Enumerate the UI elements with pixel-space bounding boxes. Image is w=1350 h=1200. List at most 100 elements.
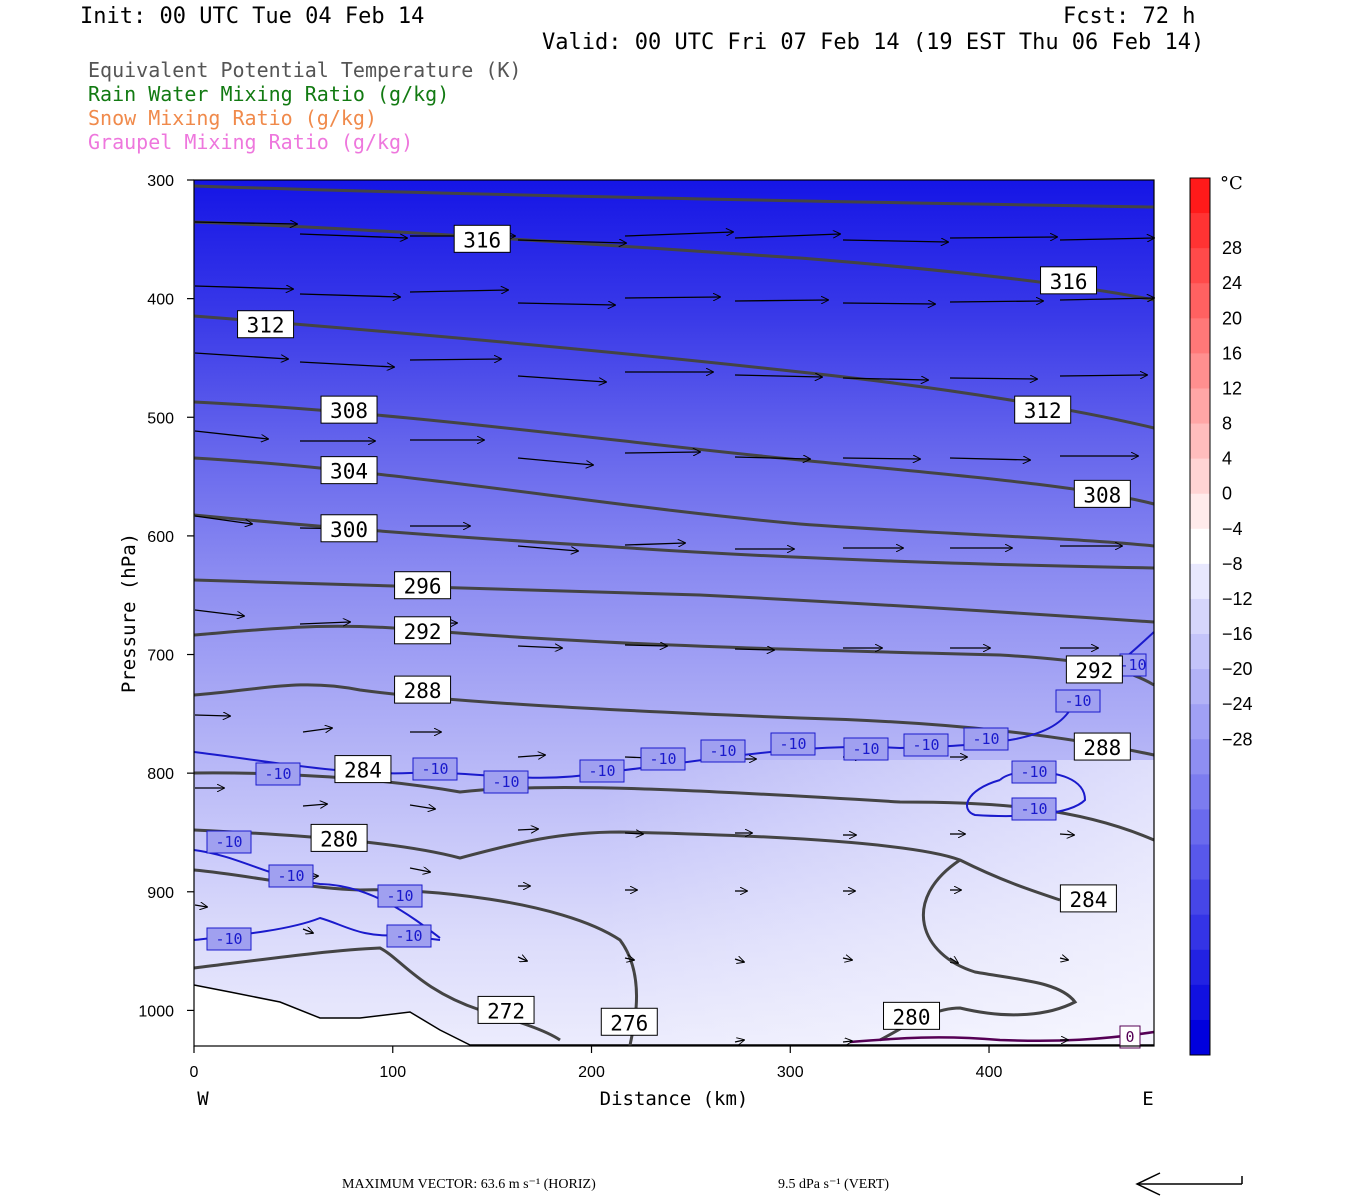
- isotherm-label: -10: [1011, 797, 1057, 821]
- colorbar: 28 24 20 16 12 8 4 0 −4 −8 −12 −16 −20 −24 −28: [1189, 177, 1253, 1056]
- colorbar-swatch: [1190, 248, 1210, 284]
- colorbar-label: −8: [1222, 554, 1243, 574]
- isotherm-label: -10: [412, 757, 458, 781]
- valid-time: Valid: 00 UTC Fri 07 Feb 14 (19 EST Thu …: [542, 30, 1205, 55]
- svg-text:-10: -10: [277, 867, 304, 885]
- wind-vector: [624, 232, 733, 237]
- svg-text:-10: -10: [395, 927, 422, 945]
- svg-text:-10: -10: [215, 930, 242, 948]
- svg-text:304: 304: [330, 460, 368, 484]
- isotherm-label: -10: [1011, 760, 1057, 784]
- wind-vector: [734, 649, 774, 650]
- theta-e-label: 312: [1014, 395, 1072, 424]
- colorbar-label: −12: [1222, 589, 1253, 609]
- theta-e-line: [193, 828, 1061, 902]
- y-tick-label: 300: [147, 173, 174, 190]
- max-vector-horiz: MAXIMUM VECTOR: 63.6 m s⁻¹ (HORIZ): [342, 1177, 596, 1192]
- wind-vector: [949, 301, 1043, 302]
- isotherm-label: -10: [700, 739, 746, 763]
- wind-vector: [624, 645, 667, 646]
- svg-text:292: 292: [404, 620, 442, 644]
- wind-vector: [842, 958, 852, 960]
- isotherm-label: -10: [963, 727, 1009, 751]
- svg-text:316: 316: [1050, 270, 1088, 294]
- wind-vector: [517, 829, 538, 830]
- svg-text:-10: -10: [492, 773, 519, 791]
- y-tick-label: 600: [147, 529, 174, 546]
- isotherm-label: -10: [377, 884, 423, 908]
- colorbar-swatch: [1190, 178, 1210, 214]
- colorbar-swatch: [1190, 984, 1210, 1021]
- theta-e-label: 280: [310, 823, 368, 852]
- wind-vector: [949, 378, 1037, 379]
- x-tick-label: 200: [578, 1064, 605, 1081]
- wind-vector: [517, 646, 562, 648]
- legend-snow: Snow Mixing Ratio (g/kg): [88, 106, 377, 130]
- svg-text:308: 308: [1083, 483, 1121, 507]
- wind-vector: [949, 958, 958, 963]
- wind-vector: [734, 375, 822, 377]
- isotherm-label: -10: [255, 762, 301, 786]
- wind-vector: [624, 297, 720, 298]
- legend-theta-e: Equivalent Potential Temperature (K): [88, 58, 522, 82]
- wind-vector: [842, 378, 928, 380]
- wind-vector: [734, 457, 810, 459]
- theta-e-label: 288: [394, 675, 452, 704]
- wind-vector: [517, 457, 593, 465]
- legend-graupel: Graupel Mixing Ratio (g/kg): [88, 130, 414, 154]
- svg-text:288: 288: [1083, 736, 1121, 760]
- theta-e-label: 284: [1059, 884, 1117, 913]
- wind-vector: [517, 303, 615, 305]
- wind-vector: [842, 458, 920, 459]
- svg-text:-10: -10: [264, 765, 291, 783]
- x-tick-label: 400: [976, 1064, 1003, 1081]
- wind-vector: [409, 868, 430, 872]
- wind-vector: [1059, 958, 1068, 960]
- colorbar-swatch: [1190, 318, 1210, 354]
- colorbar-swatch: [1190, 493, 1210, 530]
- wind-vector: [299, 233, 407, 238]
- theta-e-label: 308: [320, 395, 378, 424]
- colorbar-swatch: [1190, 458, 1210, 495]
- svg-text:-10: -10: [779, 735, 806, 753]
- theta-e-label: 284: [334, 755, 392, 784]
- svg-text:-10: -10: [912, 736, 939, 754]
- colorbar-swatch: [1190, 213, 1210, 249]
- theta-e-line: [193, 578, 1155, 624]
- y-tick-label: 700: [147, 648, 174, 665]
- wind-vector: [842, 240, 948, 242]
- theta-e-labels: 316 316 312 312 308 308 304 300 296 292 292 288 288 2…: [237, 224, 1131, 1036]
- colorbar-swatch: [1190, 914, 1210, 951]
- theta-e-label: 316: [453, 224, 511, 253]
- colorbar-label: −4: [1222, 519, 1243, 539]
- svg-text:280: 280: [320, 827, 358, 851]
- wind-vector: [517, 375, 606, 382]
- x-axis-label: Distance (km): [600, 1088, 749, 1110]
- svg-text:-10: -10: [1020, 763, 1047, 781]
- west-label: W: [197, 1088, 209, 1110]
- wind-vector: [299, 361, 394, 367]
- wind-vectors: [194, 222, 1154, 1042]
- theta-e-label: 288: [1073, 732, 1131, 761]
- colorbar-label: −24: [1222, 694, 1253, 714]
- svg-text:316: 316: [463, 228, 501, 252]
- colorbar-label: −28: [1222, 729, 1253, 749]
- y-axis-label: Pressure (hPa): [118, 533, 140, 693]
- y-tick-label: 800: [147, 766, 174, 783]
- theta-e-label: 276: [600, 1007, 658, 1036]
- init-time: Init: 00 UTC Tue 04 Feb 14: [80, 4, 425, 29]
- colorbar-swatch: [1190, 739, 1210, 775]
- graupel-contour: [849, 1030, 1155, 1044]
- svg-text:300: 300: [330, 518, 368, 542]
- wind-vector: [194, 286, 293, 289]
- wind-vector: [842, 303, 935, 304]
- svg-text:284: 284: [1069, 888, 1107, 912]
- graupel-line: [849, 1030, 1155, 1044]
- wind-vector: [624, 452, 700, 453]
- svg-text:-10: -10: [421, 760, 448, 778]
- forecast-hour: Fcst: 72 h: [1063, 4, 1196, 29]
- wind-vector: [409, 805, 435, 809]
- isotherm-label: -10: [386, 924, 432, 948]
- colorbar-swatch: [1190, 388, 1210, 425]
- isotherm-label: -10: [1119, 653, 1147, 677]
